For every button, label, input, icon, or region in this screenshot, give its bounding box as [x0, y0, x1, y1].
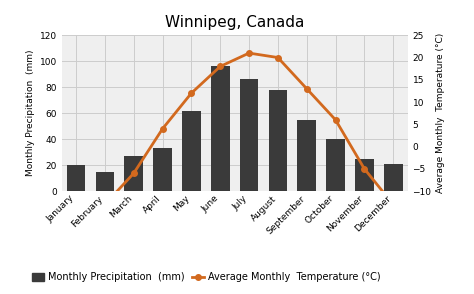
Y-axis label: Average Monthly  Temperature (°C): Average Monthly Temperature (°C)	[436, 33, 445, 193]
Bar	[182, 111, 201, 191]
Bar	[240, 79, 258, 191]
Bar	[67, 165, 85, 191]
Bar	[326, 139, 345, 191]
Bar	[384, 164, 402, 191]
Bar	[355, 159, 374, 191]
Y-axis label: Monthly Precipitation  (mm): Monthly Precipitation (mm)	[27, 50, 36, 176]
Bar	[211, 66, 229, 191]
Bar	[95, 172, 114, 191]
Bar	[124, 156, 143, 191]
Legend: Monthly Precipitation  (mm), Average Monthly  Temperature (°C): Monthly Precipitation (mm), Average Mont…	[28, 268, 384, 286]
Bar	[268, 90, 287, 191]
Title: Winnipeg, Canada: Winnipeg, Canada	[165, 15, 304, 30]
Bar	[153, 148, 172, 191]
Bar	[297, 120, 316, 191]
